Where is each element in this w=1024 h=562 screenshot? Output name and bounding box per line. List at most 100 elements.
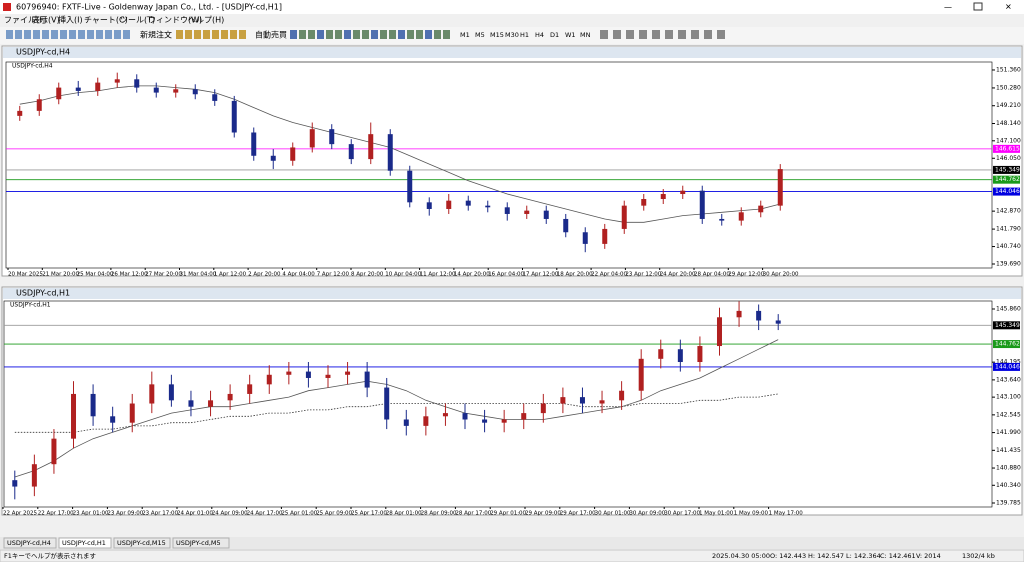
tab[interactable]	[3, 537, 57, 549]
toolbar-icon[interactable]	[326, 30, 333, 39]
toolbar-icon[interactable]	[652, 30, 660, 39]
candle-body	[149, 384, 155, 404]
toolbar-icon[interactable]	[600, 30, 608, 39]
maximize[interactable]	[973, 2, 983, 11]
toolbar-icon[interactable]	[123, 30, 130, 39]
toolbar-icon[interactable]	[114, 30, 121, 39]
tab[interactable]	[113, 537, 171, 549]
candle-body	[501, 419, 507, 423]
toolbar-icon[interactable]	[613, 30, 621, 39]
toolbar-icon[interactable]	[290, 30, 297, 39]
timeframe-button[interactable]: M15	[490, 31, 504, 39]
timeframe-button[interactable]: H4	[535, 31, 544, 39]
toolbar-icon[interactable]	[362, 30, 369, 39]
candle-body	[482, 419, 488, 423]
toolbar-icon[interactable]	[691, 30, 699, 39]
timeframe-button[interactable]: H1	[520, 31, 529, 39]
tab-label[interactable]: USDJPY-cd,M5	[176, 539, 221, 547]
tab[interactable]	[58, 537, 112, 549]
toolbar-icon[interactable]	[380, 30, 387, 39]
x-tick-label: 23 Apr 09:00	[107, 511, 143, 517]
toolbar-icon[interactable]	[42, 30, 49, 39]
toolbar-icon[interactable]	[24, 30, 31, 39]
toolbar-icon[interactable]	[344, 30, 351, 39]
toolbar-icon[interactable]	[69, 30, 76, 39]
toolbar-button[interactable]: 新規注文	[140, 30, 172, 40]
toolbar-icon[interactable]	[639, 30, 647, 39]
toolbar-icon[interactable]	[389, 30, 396, 39]
chart-window-title: USDJPY-cd,H4	[16, 48, 70, 57]
menu-item[interactable]: 表示(V)	[32, 15, 60, 25]
toolbar-icon[interactable]	[239, 30, 246, 39]
toolbar-icon[interactable]	[87, 30, 94, 39]
toolbar-icon[interactable]	[212, 30, 219, 39]
toolbar-icon[interactable]	[353, 30, 360, 39]
timeframe-button[interactable]: M5	[475, 31, 485, 39]
x-tick-label: 30 Apr 20:00	[763, 272, 799, 278]
toolbar-icon[interactable]	[299, 30, 306, 39]
toolbar-icon[interactable]	[371, 30, 378, 39]
candle-body	[599, 400, 605, 404]
toolbar-button[interactable]: 自動売買	[255, 30, 287, 40]
toolbar-icon[interactable]	[717, 30, 725, 39]
timeframe-button[interactable]: M1	[460, 31, 470, 39]
x-tick-label: 27 Mar 20:00	[145, 272, 182, 278]
candle-body	[716, 317, 722, 347]
toolbar-icon[interactable]	[704, 30, 712, 39]
toolbar-icon[interactable]	[6, 30, 13, 39]
x-tick-label: 17 Apr 12:00	[523, 272, 559, 278]
toolbar-icon[interactable]	[416, 30, 423, 39]
y-tick-label: 139.785	[996, 500, 1021, 507]
menu-item[interactable]: ヘルプ(H)	[188, 16, 224, 25]
menu-item[interactable]: 挿入(I)	[58, 15, 83, 25]
toolbar-icon[interactable]	[443, 30, 450, 39]
toolbar-icon[interactable]	[425, 30, 432, 39]
toolbar-icon[interactable]	[665, 30, 673, 39]
toolbar-icon[interactable]	[434, 30, 441, 39]
tab-label[interactable]: USDJPY-cd,H1	[62, 539, 106, 547]
toolbar-icon[interactable]	[33, 30, 40, 39]
toolbar-icon[interactable]	[176, 30, 183, 39]
toolbar-icon[interactable]	[230, 30, 237, 39]
toolbar-icon[interactable]	[194, 30, 201, 39]
toolbar-icon[interactable]	[678, 30, 686, 39]
toolbar-icon[interactable]	[335, 30, 342, 39]
tab-label[interactable]: USDJPY-cd,H4	[7, 539, 51, 547]
timeframe-button[interactable]: W1	[565, 31, 576, 39]
candle-body	[329, 129, 335, 145]
candle-body	[582, 232, 588, 244]
toolbar-icon[interactable]	[78, 30, 85, 39]
toolbar-icon[interactable]	[203, 30, 210, 39]
minimize[interactable]: —	[944, 3, 952, 12]
close[interactable]: ✕	[1005, 3, 1012, 12]
toolbar-icon[interactable]	[407, 30, 414, 39]
price-level-label: 144.046	[995, 188, 1020, 195]
menu-item[interactable]: ファイル(F)	[4, 16, 47, 25]
y-tick-label: 140.340	[996, 482, 1021, 489]
timeframe-button[interactable]: M30	[505, 31, 519, 39]
toolbar-icon[interactable]	[185, 30, 192, 39]
menu-item[interactable]: ウィンドウ(W)	[148, 16, 202, 25]
toolbar-icon[interactable]	[96, 30, 103, 39]
tab-bar	[0, 537, 1024, 549]
toolbar-icon[interactable]	[308, 30, 315, 39]
candle-body	[153, 87, 159, 93]
timeframe-button[interactable]: MN	[580, 31, 591, 39]
toolbar-icon[interactable]	[105, 30, 112, 39]
toolbar-icon[interactable]	[626, 30, 634, 39]
menu-item[interactable]: ツール(T)	[120, 16, 155, 25]
tab[interactable]	[172, 537, 230, 549]
tab-label[interactable]: USDJPY-cd,M15	[117, 539, 166, 547]
toolbar-icon[interactable]	[15, 30, 22, 39]
menu-item[interactable]: チャート(C)	[84, 16, 128, 25]
timeframe-button[interactable]: D1	[550, 31, 559, 39]
toolbar-icon[interactable]	[60, 30, 67, 39]
toolbar-icon[interactable]	[398, 30, 405, 39]
x-tick-label: 25 Apr 17:00	[351, 511, 387, 517]
toolbar-icon[interactable]	[317, 30, 324, 39]
status-text: O: 142.443	[770, 552, 806, 560]
toolbar-icon[interactable]	[51, 30, 58, 39]
toolbar-icon[interactable]	[221, 30, 228, 39]
toolbar-icons	[6, 30, 725, 39]
candle-body	[387, 134, 393, 171]
